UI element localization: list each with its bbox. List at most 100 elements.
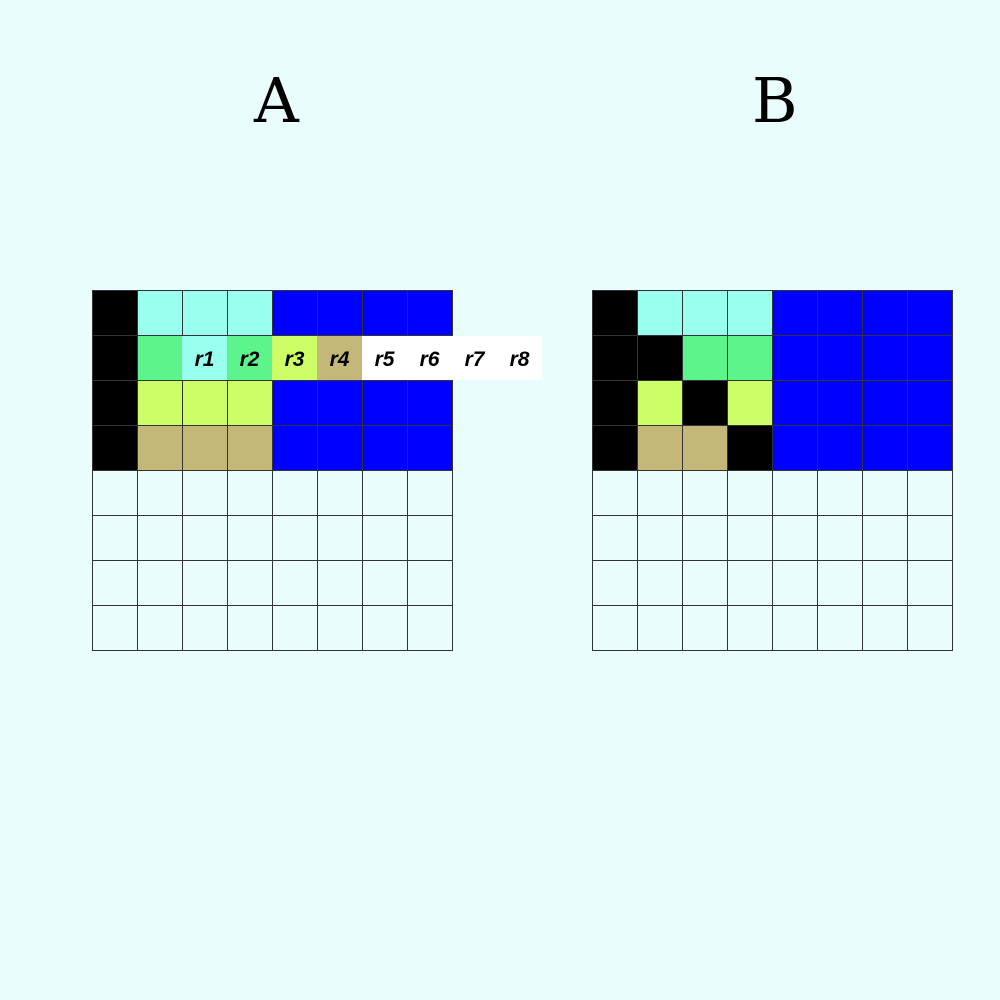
grid-a-cell <box>93 381 138 426</box>
grid-a-cell <box>228 606 273 651</box>
grid-b-cell <box>638 426 683 471</box>
panel-b-title: B <box>752 64 798 137</box>
grid-b-cell <box>818 426 863 471</box>
grid-b-cell <box>773 336 818 381</box>
grid-b-cell <box>728 426 773 471</box>
grid-a-cell <box>273 381 318 426</box>
grid-b-cell <box>773 516 818 561</box>
grid-a-cell <box>93 471 138 516</box>
grid-a-cell <box>138 516 183 561</box>
grid-b-cell <box>638 291 683 336</box>
grid-b-cell <box>818 336 863 381</box>
grid-a-cell <box>93 336 138 381</box>
grid-a-cell <box>408 561 453 606</box>
grid-a-cell <box>228 426 273 471</box>
grid-b-cell <box>728 606 773 651</box>
grid-a-cell <box>93 561 138 606</box>
grid-a-cell <box>228 471 273 516</box>
grid-a-cell <box>138 336 183 381</box>
grid-a-cell <box>318 606 363 651</box>
grid-a-cell <box>183 381 228 426</box>
grid-a-cell <box>363 516 408 561</box>
grid-a-cell <box>183 561 228 606</box>
grid-a-cell <box>408 426 453 471</box>
grid-a-cell <box>273 561 318 606</box>
grid-b-cell <box>818 606 863 651</box>
grid-a-cell <box>408 516 453 561</box>
grid-b-cell <box>683 336 728 381</box>
legend-item-r6: r6 <box>407 336 452 380</box>
grid-b-cell <box>818 561 863 606</box>
grid-b-cell <box>593 381 638 426</box>
grid-b-cell <box>728 381 773 426</box>
grid-a-cell <box>273 426 318 471</box>
grid-b-cell <box>593 291 638 336</box>
grid-b-cell <box>863 606 908 651</box>
legend-item-r1: r1 <box>182 336 227 380</box>
grid-b-cell <box>638 561 683 606</box>
grid-a-cell <box>408 606 453 651</box>
grid-a-cell <box>228 291 273 336</box>
grid-b-cell <box>863 291 908 336</box>
grid-b-cell <box>818 516 863 561</box>
grid-a-cell <box>93 606 138 651</box>
grid-b-cell <box>638 471 683 516</box>
grid-b-cell <box>908 471 953 516</box>
grid-a-cell <box>318 471 363 516</box>
grid-a-cell <box>93 291 138 336</box>
grid-b-cell <box>638 381 683 426</box>
grid-b-cell <box>683 381 728 426</box>
grid-b-cell <box>863 561 908 606</box>
grid-b-cell <box>728 516 773 561</box>
grid-b-cell <box>638 516 683 561</box>
legend-item-r3: r3 <box>272 336 317 380</box>
grid-b-cell <box>728 561 773 606</box>
grid-b-cell <box>863 471 908 516</box>
grid-a-cell <box>363 471 408 516</box>
grid-b-cell <box>728 291 773 336</box>
grid-a-cell <box>363 606 408 651</box>
grid-a-cell <box>93 426 138 471</box>
grid-b-cell <box>773 426 818 471</box>
grid-a-cell <box>228 381 273 426</box>
grid-a-cell <box>363 561 408 606</box>
legend-item-r2: r2 <box>227 336 272 380</box>
grid-a-cell <box>273 471 318 516</box>
grid-a-cell <box>183 516 228 561</box>
grid-a-cell <box>318 516 363 561</box>
grid-b-cell <box>773 561 818 606</box>
panel-a-title: A <box>254 64 299 137</box>
grid-b-cell <box>863 516 908 561</box>
grid-a-cell <box>183 291 228 336</box>
grid-a-cell <box>318 561 363 606</box>
grid-a-cell <box>273 516 318 561</box>
grid-a-cell <box>273 291 318 336</box>
grid-b-cell <box>593 516 638 561</box>
legend-item-r7: r7 <box>452 336 497 380</box>
grid-a-cell <box>363 381 408 426</box>
grid-b-cell <box>908 291 953 336</box>
grid-a-cell <box>138 561 183 606</box>
grid-b-cell <box>638 336 683 381</box>
grid-a-cell <box>318 291 363 336</box>
grid-b-cell <box>728 471 773 516</box>
grid-b-cell <box>863 426 908 471</box>
grid-b <box>592 290 953 651</box>
grid-a-cell <box>138 471 183 516</box>
grid-b-cell <box>818 291 863 336</box>
legend-item-r5: r5 <box>362 336 407 380</box>
grid-a-cell <box>138 426 183 471</box>
grid-b-cell <box>908 516 953 561</box>
grid-b-cell <box>863 381 908 426</box>
grid-b-cell <box>818 471 863 516</box>
grid-a-cell <box>138 381 183 426</box>
grid-b-cell <box>773 381 818 426</box>
grid-a-cell <box>318 381 363 426</box>
grid-b-cell <box>593 336 638 381</box>
grid-a-cell <box>363 426 408 471</box>
grid-a-cell <box>183 426 228 471</box>
grid-b-cell <box>593 561 638 606</box>
legend-item-r8: r8 <box>497 336 542 380</box>
grid-b-cell <box>683 516 728 561</box>
grid-b-cell <box>908 381 953 426</box>
